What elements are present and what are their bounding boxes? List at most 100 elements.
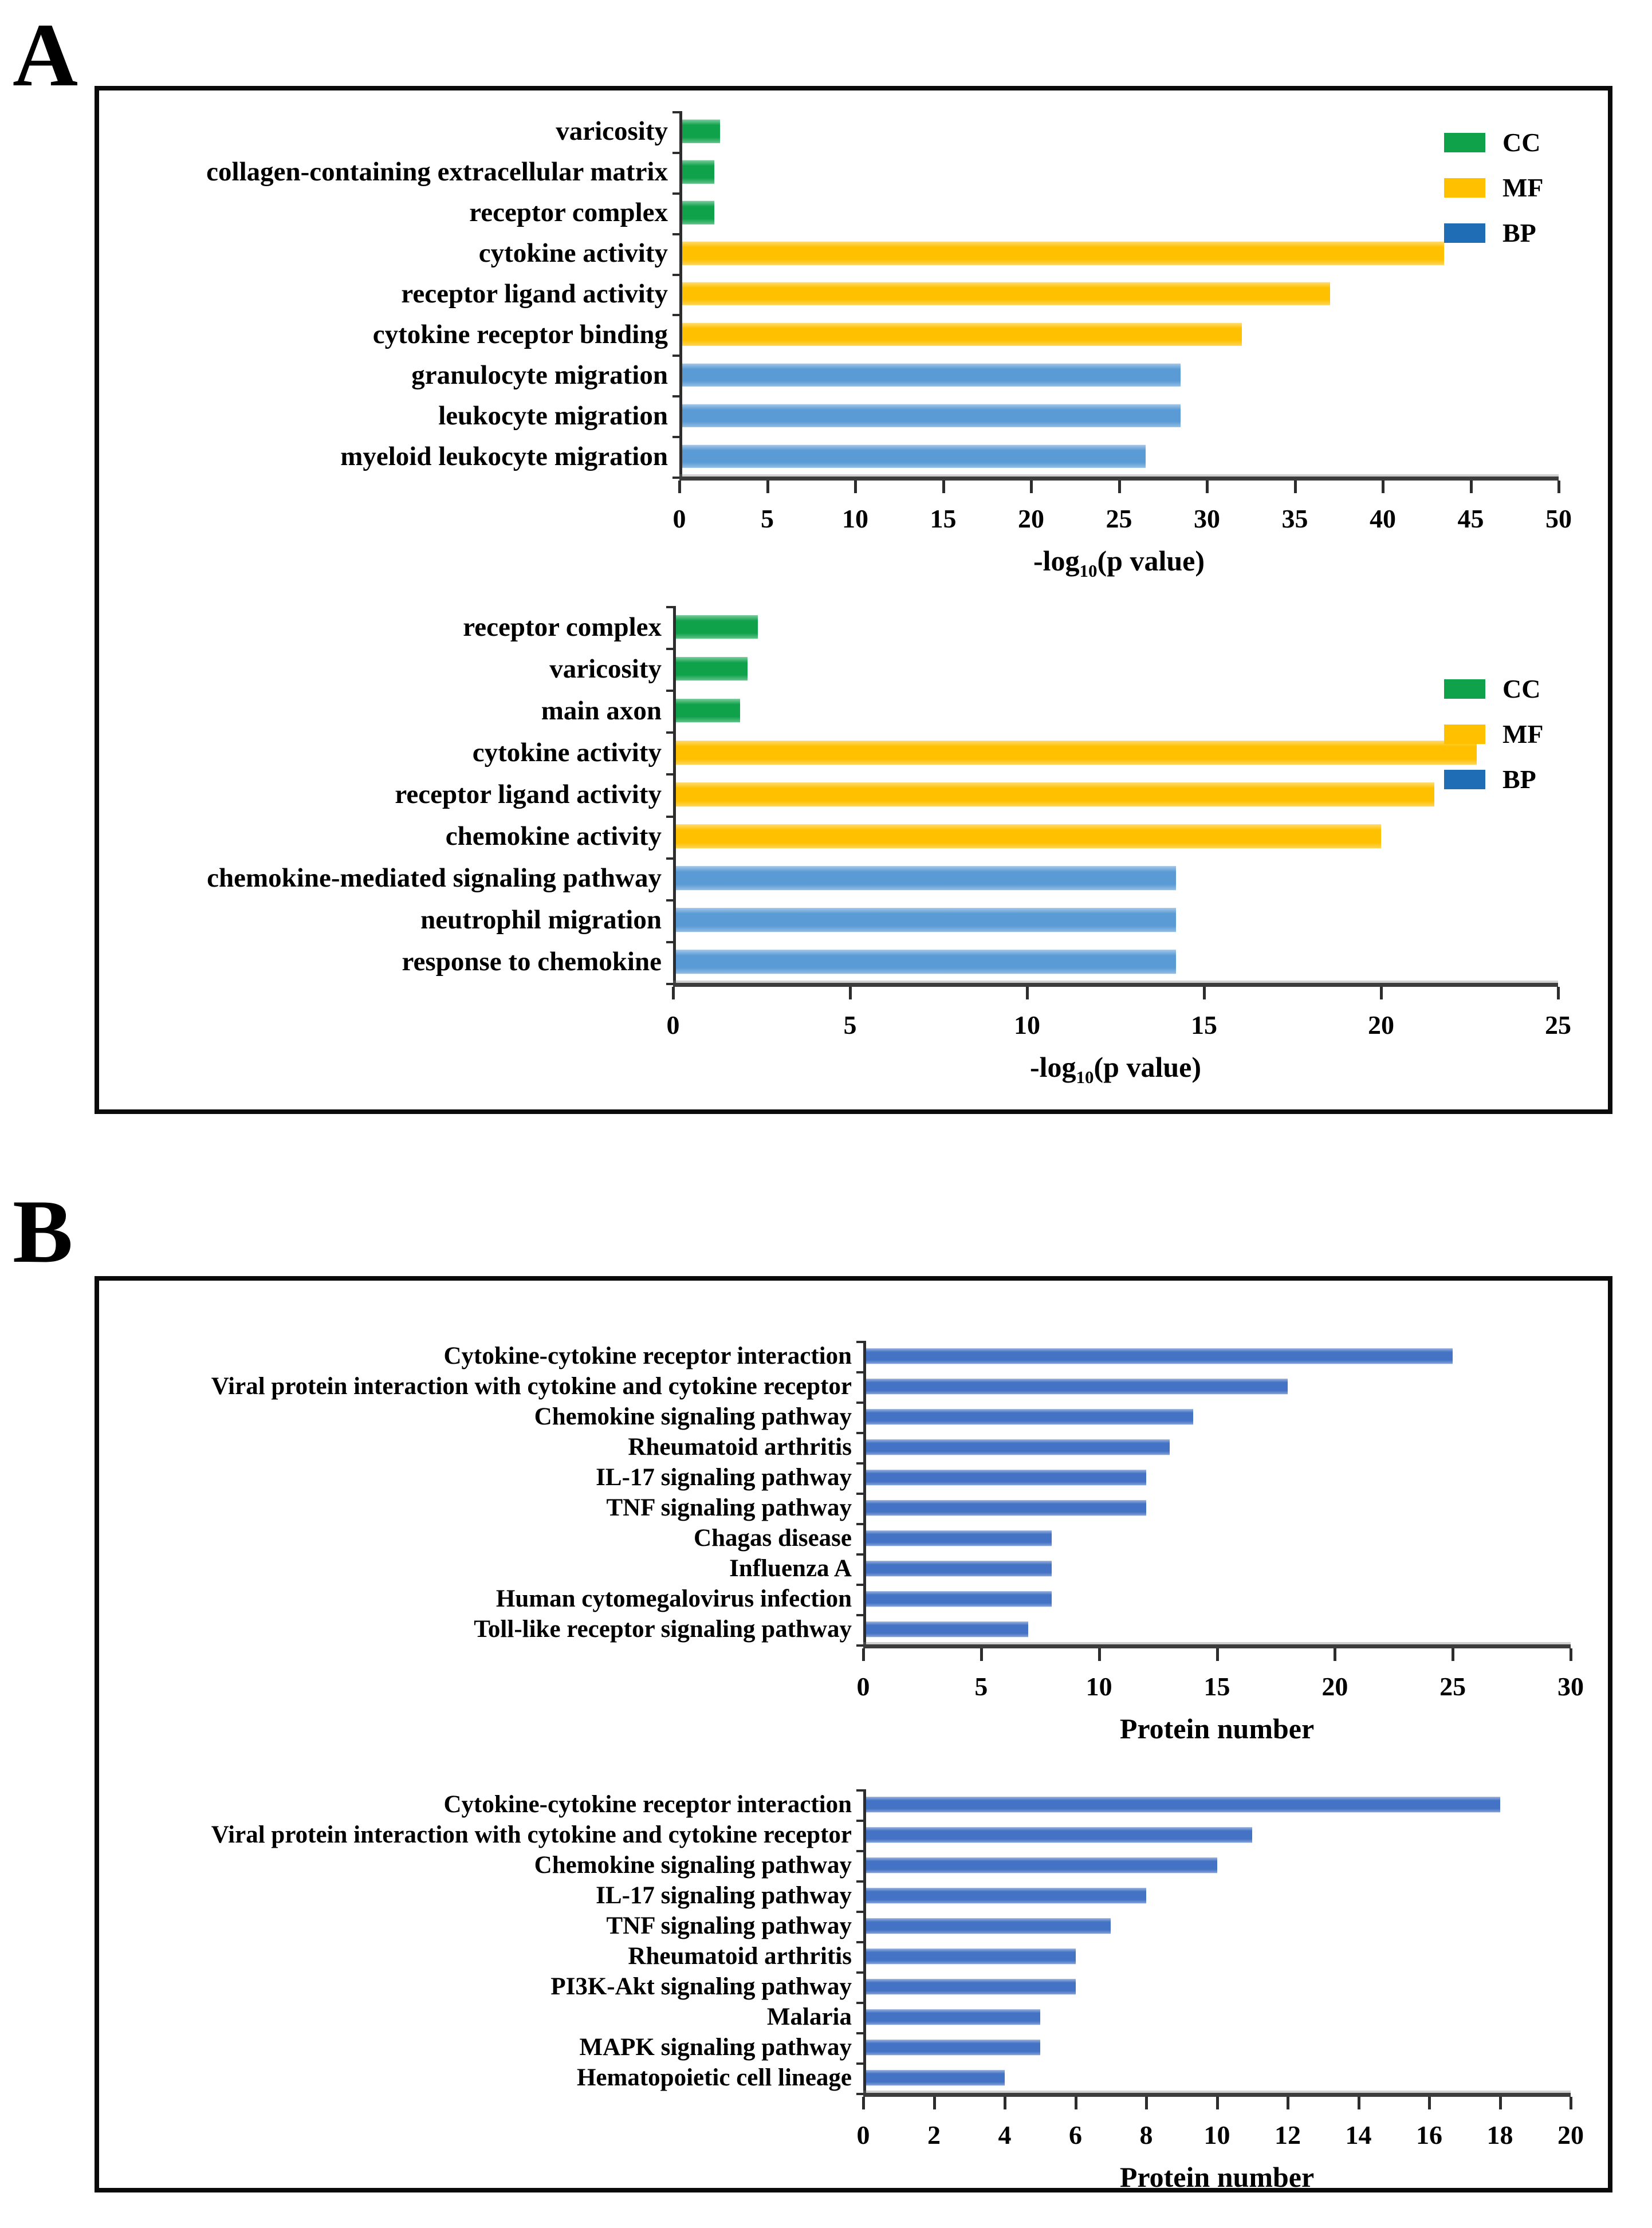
category-label: collagen-containing extracellular matrix xyxy=(206,157,668,187)
x-tick-mark xyxy=(1293,481,1297,493)
data-bar xyxy=(679,444,1146,468)
y-tick-mark xyxy=(666,940,674,943)
y-tick-mark xyxy=(666,773,674,776)
y-tick-mark xyxy=(672,314,680,317)
data-bar xyxy=(863,1408,1194,1425)
data-bar xyxy=(673,866,1176,891)
data-bar xyxy=(673,824,1381,848)
category-label: chemokine activity xyxy=(445,821,662,852)
category-label: Influenza A xyxy=(729,1555,852,1582)
category-label: IL-17 signaling pathway xyxy=(596,1882,852,1909)
bar-track xyxy=(679,314,1559,355)
chart-go-enrichment-top: varicosity collagen-containing extracellu… xyxy=(109,111,1599,598)
y-tick-mark xyxy=(856,1493,864,1495)
x-tick-label: 18 xyxy=(1486,2120,1513,2150)
category-label: chemokine-mediated signaling pathway xyxy=(207,863,662,893)
legend-item: CC xyxy=(1444,674,1544,704)
x-tick-mark xyxy=(1216,2097,1219,2109)
category-label: receptor ligand activity xyxy=(395,779,662,809)
chart-row: MAPK signaling pathway xyxy=(109,2032,1571,2062)
chart-row: Viral protein interaction with cytokine … xyxy=(109,1820,1571,1850)
x-axis: 0 5 10 15 20 25 30 35 40 45 50 xyxy=(673,477,1572,533)
chart-row: Malaria xyxy=(109,2002,1571,2032)
x-tick-mark xyxy=(854,481,857,493)
x-tick-mark xyxy=(1428,2097,1431,2109)
category-label: varicosity xyxy=(556,116,668,147)
x-tick-mark xyxy=(1026,987,1029,999)
x-tick-mark xyxy=(1570,1648,1572,1661)
x-tick-label: 0 xyxy=(666,1010,680,1040)
bar-track xyxy=(679,233,1559,274)
x-axis-title: Protein number xyxy=(863,2160,1571,2198)
category-label: leukocyte migration xyxy=(438,400,668,431)
bar-track xyxy=(679,152,1559,192)
y-tick-mark xyxy=(856,1341,864,1343)
chart-row: cytokine activity xyxy=(109,233,1559,274)
category-label: TNF signaling pathway xyxy=(606,1494,852,1521)
x-axis: 0 5 10 15 20 25 30 xyxy=(857,1644,1584,1701)
category-label: Human cytomegalovirus infection xyxy=(495,1585,852,1612)
bar-track xyxy=(673,857,1558,899)
bar-track xyxy=(673,816,1558,857)
y-axis xyxy=(666,606,676,985)
x-tick-mark xyxy=(1030,481,1033,493)
x-tick-mark xyxy=(1380,987,1383,999)
chart-row: chemokine-mediated signaling pathway xyxy=(109,857,1558,899)
legend: CC MF BP xyxy=(1444,674,1544,794)
x-tick-label: 5 xyxy=(974,1672,988,1701)
data-bar xyxy=(863,1591,1052,1607)
x-tick-mark xyxy=(1118,481,1121,493)
x-tick-label: 50 xyxy=(1545,504,1572,533)
legend-label: CC xyxy=(1502,128,1541,157)
x-tick-label: 2 xyxy=(927,2120,941,2150)
x-tick-label: 5 xyxy=(843,1010,857,1040)
x-tick-label: 40 xyxy=(1370,504,1396,533)
x-tick-mark xyxy=(1287,2097,1289,2109)
y-tick-mark xyxy=(856,2002,864,2004)
category-label: Chagas disease xyxy=(694,1525,852,1552)
category-label: Chemokine signaling pathway xyxy=(534,1852,852,1879)
category-label: cytokine activity xyxy=(472,737,662,767)
y-tick-mark xyxy=(856,1880,864,1883)
category-label: granulocyte migration xyxy=(411,360,668,390)
chart-row: Chemokine signaling pathway xyxy=(109,1850,1571,1880)
category-label: receptor complex xyxy=(469,198,668,228)
legend-label: BP xyxy=(1502,218,1536,247)
x-tick-label: 20 xyxy=(1018,504,1044,533)
x-tick-mark xyxy=(1382,481,1384,493)
data-bar xyxy=(863,1439,1170,1455)
bar-track xyxy=(863,1584,1571,1614)
y-tick-mark xyxy=(672,151,680,154)
bar-track xyxy=(863,1911,1571,1941)
x-tick-label: 10 xyxy=(842,504,868,533)
x-tick-mark xyxy=(862,1648,865,1661)
chart-row: TNF signaling pathway xyxy=(109,1493,1571,1523)
legend-item: BP xyxy=(1444,218,1544,248)
x-tick-mark xyxy=(862,2097,865,2109)
x-tick-label: 10 xyxy=(1203,2120,1230,2150)
data-bar xyxy=(679,201,715,225)
axis-title-suffix: (p value) xyxy=(1094,1051,1202,1083)
axis-title-text: Protein number xyxy=(1119,1713,1315,1745)
category-label: Rheumatoid arthritis xyxy=(628,1434,852,1461)
y-tick-mark xyxy=(672,477,680,479)
y-tick-mark xyxy=(856,1614,864,1616)
x-tick-mark xyxy=(1570,2097,1572,2109)
category-label: PI3K-Akt signaling pathway xyxy=(550,1973,852,2000)
x-axis-title: Protein number xyxy=(863,1712,1571,1749)
x-tick-label: 6 xyxy=(1069,2120,1082,2150)
legend-swatch xyxy=(1444,679,1485,699)
y-tick-mark xyxy=(856,1523,864,1525)
x-tick-mark xyxy=(672,987,675,999)
x-tick-label: 0 xyxy=(856,1672,870,1701)
chart-row: IL-17 signaling pathway xyxy=(109,1462,1571,1493)
x-tick-label: 15 xyxy=(930,504,957,533)
axis-title-subscript: 10 xyxy=(1076,1067,1094,1087)
data-bar xyxy=(679,241,1445,265)
x-tick-label: 20 xyxy=(1557,2120,1584,2150)
data-bar xyxy=(673,908,1176,932)
data-bar xyxy=(863,2039,1040,2056)
bar-track xyxy=(679,395,1559,436)
x-tick-mark xyxy=(1206,481,1209,493)
